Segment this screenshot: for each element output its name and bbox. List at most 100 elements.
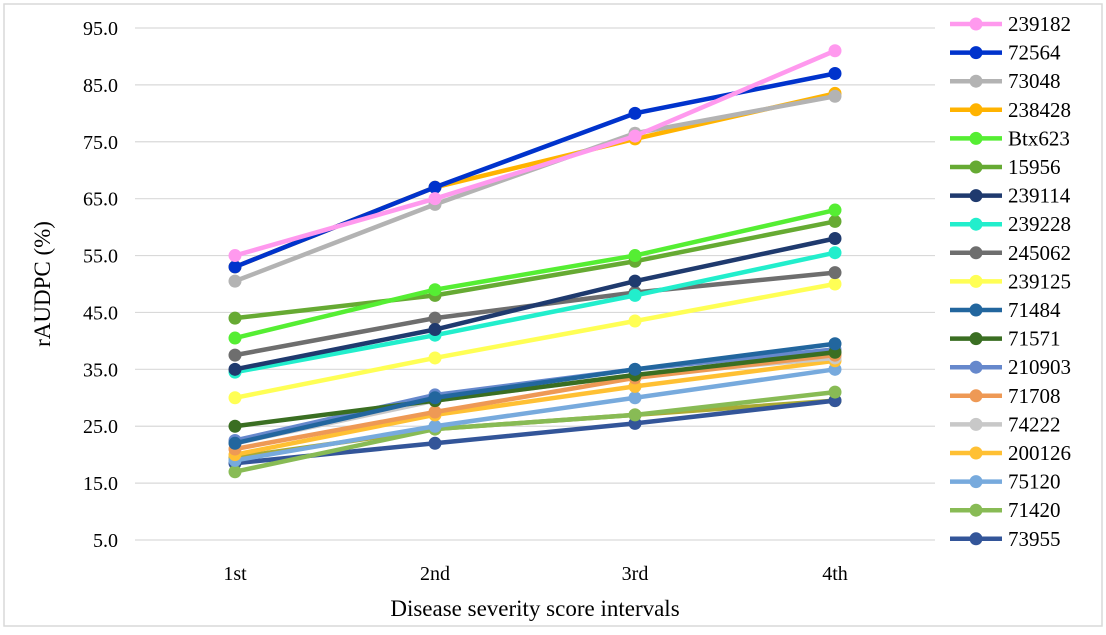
data-point [428,283,442,297]
series-lines [228,44,842,479]
legend-label: 239228 [1008,212,1071,236]
legend-swatch-marker [969,503,983,517]
y-tick-label: 95.0 [83,18,118,40]
legend-item: 71571 [950,327,1061,351]
x-tick-label: 4th [822,563,848,585]
legend-item: 73048 [950,69,1061,93]
legend-label: 245062 [1008,241,1071,265]
legend-item: 15956 [950,155,1061,179]
y-tick-label: 15.0 [83,473,118,495]
legend-item: 71484 [950,298,1061,322]
legend-item: 71420 [950,498,1061,522]
series-239114 [228,231,842,376]
data-point [628,391,642,405]
data-point [228,465,242,479]
legend-swatch-marker [969,417,983,431]
legend-item: 238428 [950,98,1071,122]
data-point [628,106,642,120]
x-tick-label: 1st [223,563,247,585]
series-line [232,352,838,452]
data-point [428,311,442,325]
data-point [228,362,242,376]
data-point [228,249,242,263]
legend-swatch-marker [969,446,983,460]
x-tick-label: 2nd [420,563,450,585]
series-Btx623 [228,203,842,345]
legend-label: 239182 [1008,12,1071,36]
data-point [828,44,842,58]
legend-swatch-marker [969,475,983,489]
legend-swatch-marker [969,46,983,60]
legend-item: 71708 [950,384,1061,408]
legend-swatch-marker [969,246,983,260]
data-point [428,436,442,450]
data-point [228,331,242,345]
y-tick-label: 65.0 [83,189,118,211]
legend-label: 71571 [1008,327,1061,351]
legend-swatch-marker [969,217,983,231]
legend-item: 72564 [950,41,1061,65]
data-point [228,274,242,288]
data-point [428,405,442,419]
legend-label: 74222 [1008,412,1061,436]
legend-swatch-marker [969,389,983,403]
data-point [628,274,642,288]
data-point [428,180,442,194]
data-point [828,266,842,280]
data-point [628,314,642,328]
data-point [228,391,242,405]
series-line [232,219,838,321]
data-point [228,419,242,433]
series-line [232,367,838,463]
series-line [232,389,838,474]
data-point [428,351,442,365]
data-point [628,408,642,422]
x-axis-title: Disease severity score intervals [390,596,679,621]
legend-swatch-marker [969,360,983,374]
data-point [228,260,242,274]
legend-swatch-marker [969,160,983,174]
legend-swatch-marker [969,332,983,346]
legend-swatch-marker [969,532,983,546]
legend-item: 210903 [950,355,1071,379]
legend-item: 239228 [950,212,1071,236]
y-tick-label: 5.0 [93,530,118,552]
legend-swatch-marker [969,274,983,288]
legend-item: Btx623 [950,126,1070,150]
legend-swatch-marker [969,103,983,117]
legend-swatch-marker [969,17,983,31]
legend-label: 73048 [1008,69,1061,93]
series-line [232,398,838,466]
legend-label: 239125 [1008,269,1071,293]
legend-label: 71420 [1008,498,1061,522]
legend-item: 239114 [950,184,1071,208]
series-239125 [228,277,842,405]
legend: 239182 72564 73048 238428 Btx623 15956 239114 2… [950,12,1071,551]
legend-item: 75120 [950,470,1061,494]
y-tick-label: 85.0 [83,75,118,97]
legend-label: 200126 [1008,441,1071,465]
legend-label: 15956 [1008,155,1061,179]
data-point [428,391,442,405]
legend-item: 74222 [950,412,1061,436]
legend-label: 71708 [1008,384,1061,408]
data-point [828,246,842,260]
data-point [228,311,242,325]
data-point [828,203,842,217]
legend-swatch-marker [969,74,983,88]
data-point [828,385,842,399]
data-point [228,348,242,362]
series-239182 [228,44,842,263]
series-line [232,341,838,446]
series-line [232,236,838,372]
data-point [228,436,242,450]
legend-swatch-marker [969,303,983,317]
y-tick-label: 25.0 [83,416,118,438]
data-point [828,277,842,291]
legend-swatch-marker [969,131,983,145]
legend-item: 245062 [950,241,1071,265]
legend-label: 238428 [1008,98,1071,122]
data-point [628,129,642,143]
